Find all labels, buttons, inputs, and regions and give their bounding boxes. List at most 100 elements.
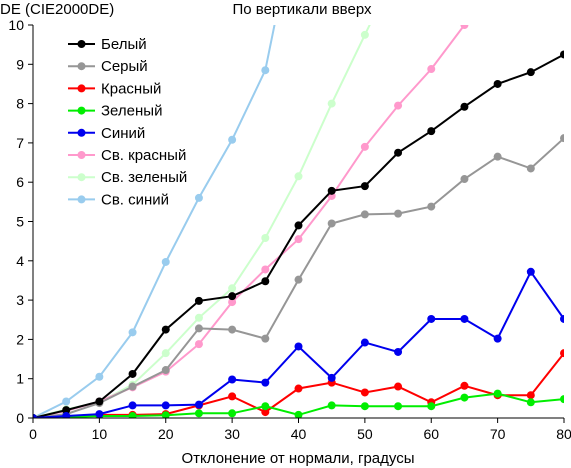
y-tick-label: 8 [16,96,24,112]
data-point [95,397,104,406]
data-point [62,397,71,406]
legend-label: Серый [101,58,148,75]
data-point [294,221,303,230]
data-point [360,142,369,151]
data-point [394,382,403,391]
data-point [261,66,270,75]
y-tick-label: 9 [16,56,24,72]
y-tick-label: 0 [16,410,24,426]
data-point [560,349,564,358]
data-point [62,412,71,418]
data-point [360,30,369,39]
data-point [194,409,203,418]
data-point [360,182,369,191]
data-point [560,50,564,59]
data-point [194,324,203,333]
data-point [128,382,137,391]
data-point [460,314,469,323]
data-point [360,338,369,347]
data-point [128,369,137,378]
data-point [294,410,303,418]
legend-item: Белый [68,36,147,53]
data-point [327,99,336,108]
legend-label: Красный [101,80,161,97]
legend-item: Красный [68,80,161,97]
x-tick-label: 70 [490,426,506,442]
data-point [394,209,403,218]
x-tick-label: 80 [556,426,571,442]
data-point [33,414,37,418]
data-point [427,402,436,411]
y-axis-title: DE (CIE2000DE) [0,1,114,18]
data-point [327,401,336,410]
legend-item: Св. зеленый [68,169,187,186]
x-tick-label: 10 [92,426,108,442]
data-point [526,391,535,400]
legend: Белый Серый Красный Зеленый Синий Св. красный… [68,36,187,208]
x-tick-label: 20 [158,426,174,442]
legend-marker [77,84,86,93]
series-5 [33,267,564,418]
data-point [228,135,237,144]
data-point [427,65,436,74]
legend-marker [77,151,86,159]
data-point [360,388,369,397]
data-point [560,314,564,323]
data-point [161,349,170,358]
data-point [228,325,237,334]
x-tick-label: 0 [29,426,37,442]
data-point [327,219,336,228]
data-point [394,402,403,411]
x-axis-ticks: 0 10 20 30 40 50 60 70 80 [29,418,571,442]
data-point [493,152,502,161]
x-tick-label: 50 [357,426,373,442]
data-point [526,68,535,77]
data-point [128,328,137,337]
y-tick-label: 5 [16,214,24,230]
data-point [194,340,203,349]
data-point [228,392,237,401]
data-point [460,25,469,29]
x-tick-label: 30 [224,426,240,442]
series-1 [33,50,564,418]
y-tick-label: 3 [16,292,24,308]
data-point [95,410,104,418]
data-point [161,325,170,334]
data-point [261,277,270,286]
legend-item: Зеленый [68,103,162,120]
legend-marker [77,195,86,204]
legend-marker [77,173,86,182]
x-tick-label: 40 [291,426,307,442]
data-point [427,127,436,136]
data-point [161,366,170,375]
data-point [360,210,369,219]
legend-item: Св. синий [68,191,169,208]
data-point [294,275,303,284]
data-point [261,334,270,343]
y-tick-label: 1 [16,371,24,387]
data-point [128,412,137,418]
data-point [194,296,203,305]
data-point [161,401,170,410]
data-point [161,411,170,418]
legend-item: Синий [68,125,145,142]
chart-title: По вертикали вверх [232,1,372,18]
data-point [560,134,564,143]
series-layer [33,25,564,418]
data-point [493,79,502,88]
data-point [427,202,436,211]
legend-marker [77,106,86,115]
data-point [294,235,303,244]
legend-label: Белый [101,36,147,53]
data-point [294,172,303,181]
legend-label: Св. красный [101,147,186,164]
data-point [228,292,237,301]
legend-marker [77,40,86,48]
data-point [261,378,270,387]
y-tick-label: 10 [8,17,24,33]
legend-marker [77,62,86,71]
data-point [261,234,270,243]
data-point [261,408,270,417]
data-point [228,409,237,418]
